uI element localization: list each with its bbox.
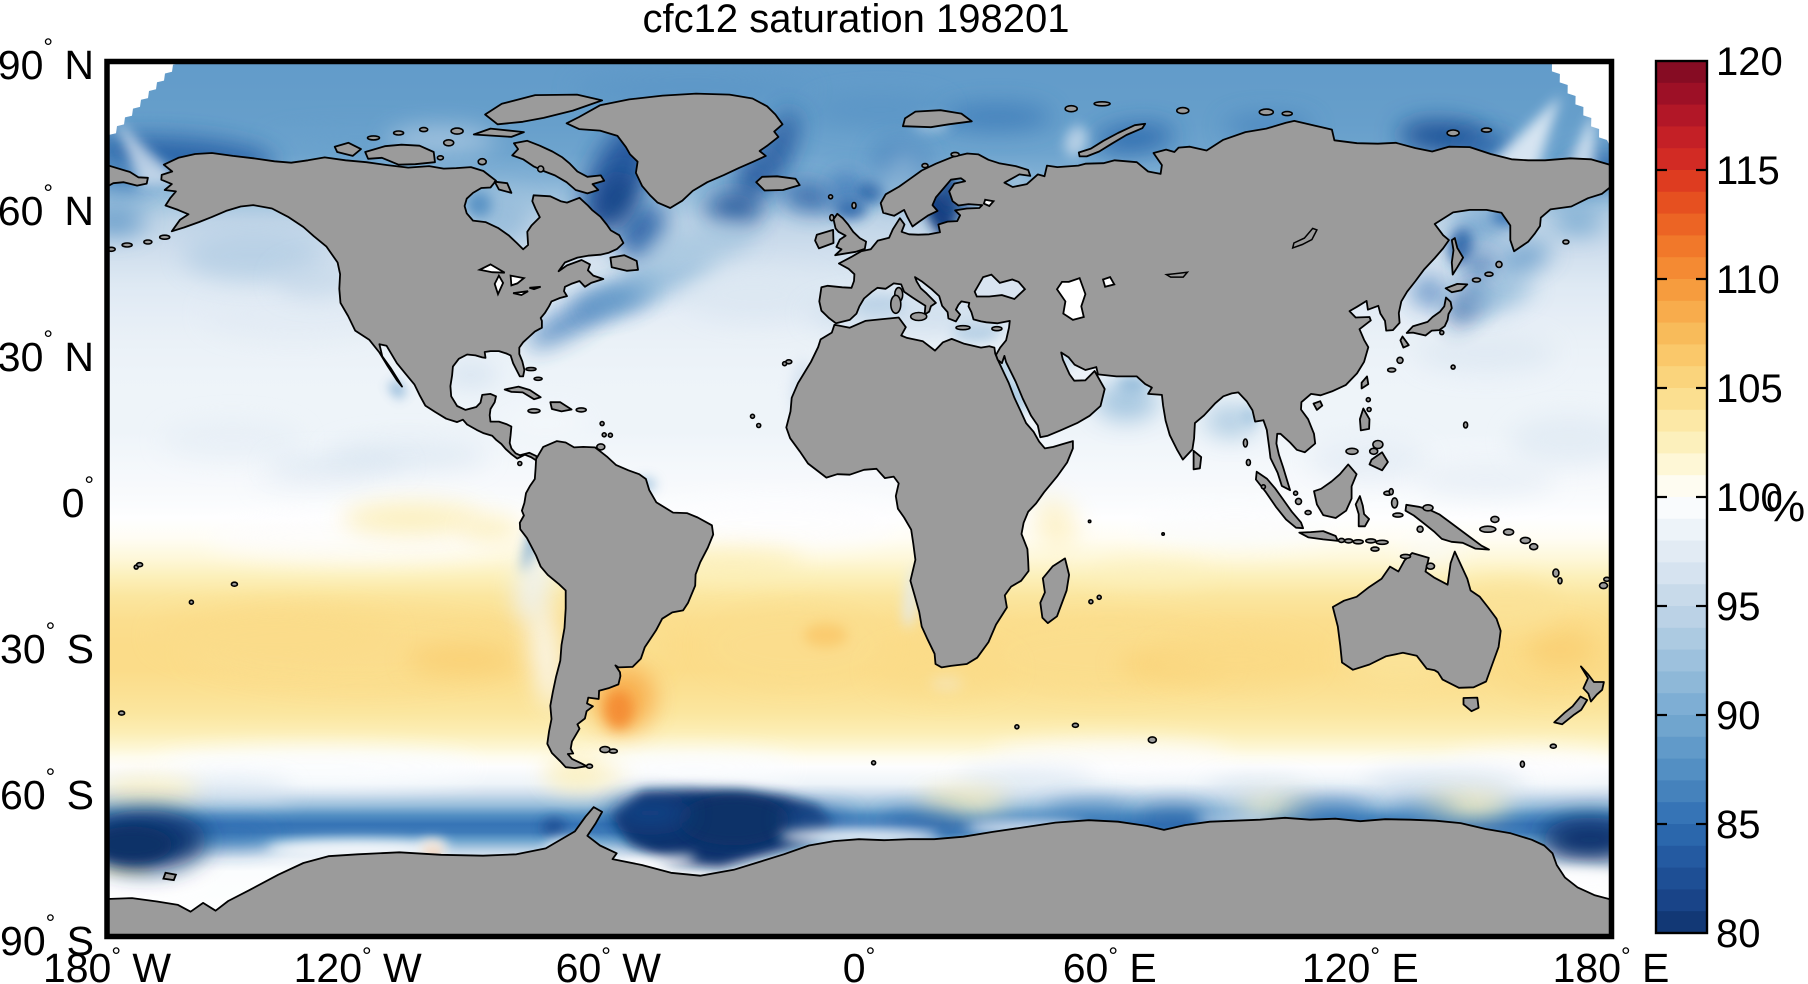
svg-text:85: 85 bbox=[1716, 803, 1761, 847]
svg-text:30° S: 30° S bbox=[0, 618, 94, 673]
svg-text:180° E: 180° E bbox=[1553, 943, 1670, 984]
svg-text:120: 120 bbox=[1716, 40, 1783, 84]
svg-text:%: % bbox=[1766, 482, 1805, 531]
svg-text:180° W: 180° W bbox=[43, 943, 171, 984]
svg-text:120° W: 120° W bbox=[294, 943, 422, 984]
svg-text:120° E: 120° E bbox=[1302, 943, 1419, 984]
svg-text:95: 95 bbox=[1716, 585, 1761, 629]
svg-text:80: 80 bbox=[1716, 912, 1761, 956]
svg-text:100: 100 bbox=[1716, 476, 1783, 520]
svg-text:110: 110 bbox=[1716, 258, 1780, 302]
svg-text:90: 90 bbox=[1716, 694, 1761, 738]
svg-text:115: 115 bbox=[1716, 149, 1780, 193]
svg-text:cfc12 saturation 198201: cfc12 saturation 198201 bbox=[643, 0, 1070, 41]
svg-text:105: 105 bbox=[1716, 367, 1783, 411]
svg-text:60° E: 60° E bbox=[1063, 943, 1157, 984]
